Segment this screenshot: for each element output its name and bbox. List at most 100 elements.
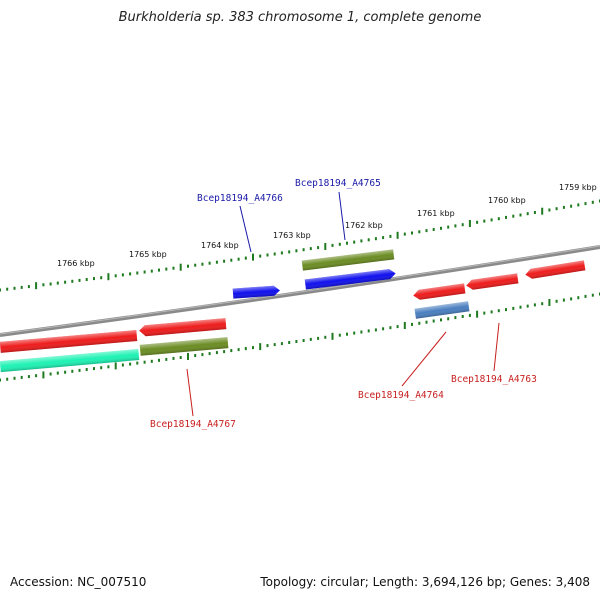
scale-label-1764: 1764 kbp bbox=[201, 241, 239, 250]
reverse-scale-minor-tick bbox=[208, 352, 211, 356]
accession-text: Accession: NC_007510 bbox=[10, 575, 147, 589]
feature-forward-blue-small[interactable] bbox=[232, 285, 281, 299]
gene-label-a4767[interactable]: Bcep18194_A4767 bbox=[150, 419, 236, 430]
forward-scale-minor-tick bbox=[548, 208, 551, 212]
forward-scale-minor-tick bbox=[447, 225, 450, 229]
forward-scale-minor-tick bbox=[403, 232, 406, 236]
reverse-scale-major-tick bbox=[331, 332, 334, 340]
leader-a4763 bbox=[493, 322, 500, 372]
reverse-scale-minor-tick bbox=[324, 335, 327, 339]
reverse-scale-minor-tick bbox=[56, 371, 59, 375]
forward-scale-minor-tick bbox=[143, 270, 146, 274]
forward-scale-minor-tick bbox=[555, 207, 558, 211]
forward-scale-minor-tick bbox=[577, 203, 580, 207]
reverse-scale-minor-tick bbox=[555, 299, 558, 303]
scale-label-1765: 1765 kbp bbox=[129, 250, 167, 259]
reverse-scale-minor-tick bbox=[519, 305, 522, 309]
forward-scale-minor-tick bbox=[317, 246, 320, 250]
reverse-scale-minor-tick bbox=[165, 357, 168, 361]
leader-a4767 bbox=[186, 368, 194, 417]
forward-scale-major-tick bbox=[468, 220, 471, 227]
forward-scale-minor-tick bbox=[42, 283, 45, 287]
feature-reverse-red-a4764[interactable] bbox=[413, 283, 466, 300]
reverse-scale-minor-tick bbox=[346, 332, 348, 336]
feature-reverse-red-a4763[interactable] bbox=[466, 273, 519, 290]
reverse-scale-minor-tick bbox=[121, 363, 124, 367]
scale-label-1766: 1766 kbp bbox=[57, 259, 95, 268]
forward-scale-minor-tick bbox=[497, 217, 500, 221]
forward-scale-minor-tick bbox=[360, 239, 363, 243]
forward-scale-major-tick bbox=[35, 282, 38, 290]
reverse-scale-minor-tick bbox=[309, 337, 312, 341]
reverse-scale-minor-tick bbox=[20, 375, 23, 379]
gene-label-a4764[interactable]: Bcep18194_A4764 bbox=[358, 390, 444, 401]
forward-scale-minor-tick bbox=[476, 220, 479, 224]
reverse-scale-major-tick bbox=[42, 371, 45, 379]
reverse-scale-minor-tick bbox=[0, 378, 1, 382]
forward-strand-scale bbox=[0, 199, 600, 292]
reverse-scale-minor-tick bbox=[107, 365, 110, 369]
reverse-scale-minor-tick bbox=[288, 341, 291, 344]
forward-scale-major-tick bbox=[396, 231, 399, 239]
feature-reverse-red-right[interactable] bbox=[525, 260, 586, 279]
reverse-scale-minor-tick bbox=[266, 344, 269, 348]
reverse-scale-minor-tick bbox=[150, 359, 153, 363]
reverse-scale-minor-tick bbox=[158, 358, 160, 362]
forward-scale-minor-tick bbox=[505, 215, 507, 219]
forward-scale-major-tick bbox=[252, 253, 254, 261]
reverse-scale-minor-tick bbox=[374, 328, 377, 332]
forward-scale-minor-tick bbox=[440, 226, 442, 230]
reverse-scale-minor-tick bbox=[85, 368, 88, 371]
forward-scale-minor-tick bbox=[237, 257, 240, 261]
reverse-scale-minor-tick bbox=[440, 318, 442, 322]
forward-scale-minor-tick bbox=[158, 268, 160, 272]
forward-scale-minor-tick bbox=[288, 250, 291, 254]
forward-scale-minor-tick bbox=[0, 288, 1, 292]
feature-forward-blue-large[interactable] bbox=[304, 268, 397, 290]
forward-scale-minor-tick bbox=[295, 249, 298, 253]
reverse-scale-minor-tick bbox=[389, 326, 392, 330]
reverse-scale-minor-tick bbox=[526, 304, 529, 308]
gene-label-a4765[interactable]: Bcep18194_A4765 bbox=[295, 178, 381, 189]
reverse-scale-minor-tick bbox=[483, 311, 486, 315]
feature-forward-olive[interactable] bbox=[301, 249, 395, 271]
forward-scale-minor-tick bbox=[411, 231, 413, 235]
reverse-strand-scale bbox=[0, 292, 600, 382]
forward-scale-minor-tick bbox=[93, 277, 95, 281]
feature-reverse-red-left[interactable] bbox=[0, 330, 138, 353]
reverse-scale-minor-tick bbox=[353, 331, 356, 335]
reverse-scale-minor-tick bbox=[396, 325, 399, 329]
reverse-scale-minor-tick bbox=[338, 333, 341, 337]
forward-scale-minor-tick bbox=[425, 229, 428, 233]
scale-label-1763: 1763 kbp bbox=[273, 231, 311, 240]
feature-reverse-red-a4767[interactable] bbox=[139, 318, 227, 337]
reverse-scale-minor-tick bbox=[280, 342, 283, 346]
forward-scale-minor-tick bbox=[591, 200, 594, 204]
forward-scale-minor-tick bbox=[302, 248, 305, 252]
reverse-scale-minor-tick bbox=[230, 349, 233, 353]
chromosome-backbone bbox=[0, 245, 600, 337]
gene-label-a4766[interactable]: Bcep18194_A4766 bbox=[197, 193, 283, 204]
forward-scale-minor-tick bbox=[129, 272, 132, 276]
reverse-scale-major-tick bbox=[187, 353, 189, 360]
forward-scale-minor-tick bbox=[13, 286, 16, 290]
feature-reverse-olive[interactable] bbox=[139, 337, 229, 356]
forward-scale-minor-tick bbox=[562, 205, 565, 209]
reverse-scale-major-tick bbox=[259, 343, 262, 351]
forward-scale-minor-tick bbox=[490, 218, 493, 222]
forward-scale-minor-tick bbox=[150, 269, 153, 273]
forward-scale-major-tick bbox=[324, 243, 327, 250]
reverse-scale-minor-tick bbox=[425, 320, 428, 324]
feature-reverse-steelblue[interactable] bbox=[414, 301, 470, 319]
gene-label-a4763[interactable]: Bcep18194_A4763 bbox=[451, 374, 537, 385]
reverse-scale-minor-tick bbox=[418, 321, 421, 325]
reverse-scale-major-tick bbox=[548, 299, 551, 306]
feature-reverse-aquamarine[interactable] bbox=[0, 349, 140, 373]
reverse-scale-minor-tick bbox=[447, 317, 450, 321]
forward-scale-minor-tick bbox=[338, 242, 341, 246]
forward-scale-minor-tick bbox=[100, 276, 103, 280]
forward-scale-minor-tick bbox=[56, 281, 59, 285]
forward-scale-minor-tick bbox=[280, 251, 283, 255]
